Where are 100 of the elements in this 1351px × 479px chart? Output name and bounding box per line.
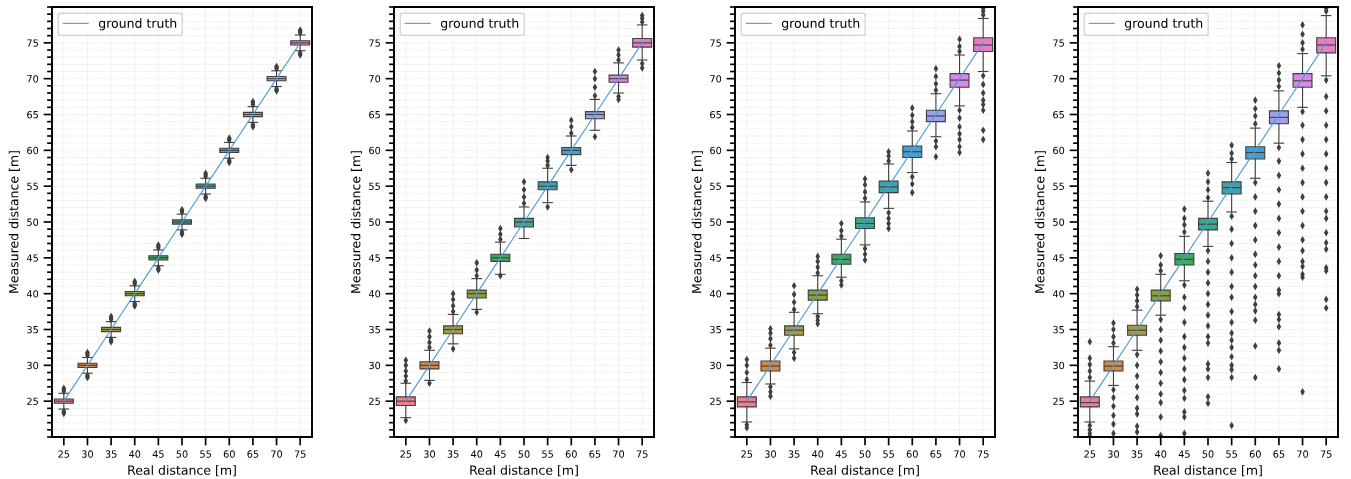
x-tick-label: 65: [930, 450, 942, 458]
x-tick-label: 75: [294, 450, 306, 458]
y-tick-label: 55: [27, 182, 38, 190]
y-tick-label: 75: [27, 39, 38, 47]
y-tick-label: 25: [710, 397, 721, 405]
y-axis-title: Measured distance [m]: [8, 151, 20, 293]
x-axis-title: Real distance [m]: [470, 465, 578, 477]
x-tick-label: 25: [1084, 450, 1096, 458]
x-tick-label: 35: [105, 450, 117, 458]
x-tick-label: 55: [200, 450, 211, 458]
legend-label: ground truth: [781, 18, 860, 31]
x-tick-label: 30: [1108, 450, 1119, 458]
x-tick-label: 40: [471, 450, 483, 458]
y-axis-title: Measured distance [m]: [691, 151, 703, 293]
y-tick-label: 60: [1053, 146, 1065, 155]
y-tick-label: 50: [27, 218, 39, 226]
x-tick-label: 50: [176, 450, 188, 458]
y-tick-label: 30: [27, 361, 39, 370]
y-tick-label: 60: [369, 146, 381, 155]
x-tick-label: 50: [859, 450, 871, 458]
y-tick-label: 55: [369, 182, 380, 190]
y-tick-label: 45: [26, 254, 38, 262]
x-tick-label: 45: [152, 450, 164, 458]
x-tick-label: 30: [82, 450, 93, 458]
y-tick-label: 50: [1053, 218, 1065, 226]
y-tick-label: 70: [710, 75, 722, 83]
y-tick-label: 35: [1053, 325, 1064, 334]
legend-label: ground truth: [1124, 18, 1203, 31]
x-tick-label: 55: [1226, 450, 1237, 458]
y-tick-label: 60: [27, 146, 39, 155]
x-tick-label: 65: [1273, 450, 1285, 458]
y-tick-label: 30: [710, 361, 722, 370]
x-axis-title: Real distance [m]: [128, 465, 236, 477]
y-tick-label: 65: [710, 110, 721, 119]
x-tick-label: 70: [1297, 450, 1309, 458]
y-tick-label: 60: [710, 146, 722, 155]
x-tick-label: 30: [765, 450, 776, 458]
y-axis-title: Measured distance [m]: [1034, 151, 1046, 293]
x-tick-label: 25: [741, 450, 753, 458]
y-tick-label: 75: [710, 39, 721, 47]
x-tick-label: 45: [835, 450, 847, 458]
x-tick-label: 55: [883, 450, 894, 458]
y-tick-label: 35: [369, 325, 380, 334]
x-tick-label: 35: [788, 450, 800, 458]
x-tick-label: 40: [129, 450, 141, 458]
x-tick-label: 35: [447, 450, 459, 458]
x-tick-label: 50: [1202, 450, 1214, 458]
y-tick-label: 30: [1053, 361, 1065, 370]
x-tick-label: 35: [1131, 450, 1143, 458]
x-tick-label: 25: [400, 450, 412, 458]
x-tick-label: 40: [812, 450, 824, 458]
x-tick-label: 75: [1320, 450, 1332, 458]
x-tick-label: 65: [247, 450, 259, 458]
x-tick-label: 60: [906, 450, 918, 458]
y-tick-label: 70: [27, 75, 39, 83]
y-tick-label: 40: [368, 290, 381, 298]
y-tick-label: 75: [1053, 39, 1064, 47]
y-tick-label: 65: [27, 110, 38, 119]
y-axis-title: Measured distance [m]: [350, 151, 362, 293]
y-tick-label: 25: [369, 397, 380, 405]
x-tick-label: 70: [613, 450, 625, 458]
x-axis-title: Real distance [m]: [1154, 465, 1262, 477]
x-tick-label: 25: [58, 450, 70, 458]
y-tick-label: 45: [368, 254, 380, 262]
x-tick-label: 30: [424, 450, 435, 458]
y-tick-label: 65: [369, 110, 380, 119]
y-tick-label: 40: [26, 290, 39, 298]
y-tick-label: 40: [709, 290, 722, 298]
y-tick-label: 70: [369, 75, 381, 83]
y-tick-label: 40: [1052, 290, 1065, 298]
x-tick-label: 50: [518, 450, 530, 458]
x-tick-label: 65: [589, 450, 601, 458]
y-tick-label: 35: [27, 325, 38, 334]
x-tick-label: 70: [271, 450, 283, 458]
x-tick-label: 55: [542, 450, 553, 458]
x-tick-label: 75: [636, 450, 648, 458]
x-tick-label: 60: [223, 450, 235, 458]
y-tick-label: 50: [710, 218, 722, 226]
x-tick-label: 60: [565, 450, 577, 458]
y-tick-label: 25: [27, 397, 38, 405]
x-tick-label: 75: [977, 450, 989, 458]
x-tick-label: 60: [1249, 450, 1261, 458]
y-tick-label: 55: [1053, 182, 1064, 190]
y-tick-label: 65: [1053, 110, 1064, 119]
y-tick-label: 25: [1053, 397, 1064, 405]
y-tick-label: 45: [1052, 254, 1064, 262]
y-tick-label: 70: [1053, 75, 1065, 83]
x-tick-label: 70: [954, 450, 966, 458]
x-tick-label: 40: [1155, 450, 1167, 458]
y-tick-label: 45: [709, 254, 721, 262]
y-tick-label: 30: [369, 361, 381, 370]
x-tick-label: 45: [494, 450, 506, 458]
x-axis-title: Real distance [m]: [811, 465, 919, 477]
y-tick-label: 50: [369, 218, 381, 226]
y-tick-label: 35: [710, 325, 721, 334]
y-tick-label: 75: [369, 39, 380, 47]
legend-label: ground truth: [98, 18, 177, 31]
y-tick-label: 55: [710, 182, 721, 190]
x-tick-label: 45: [1178, 450, 1190, 458]
legend-label: ground truth: [440, 18, 519, 31]
